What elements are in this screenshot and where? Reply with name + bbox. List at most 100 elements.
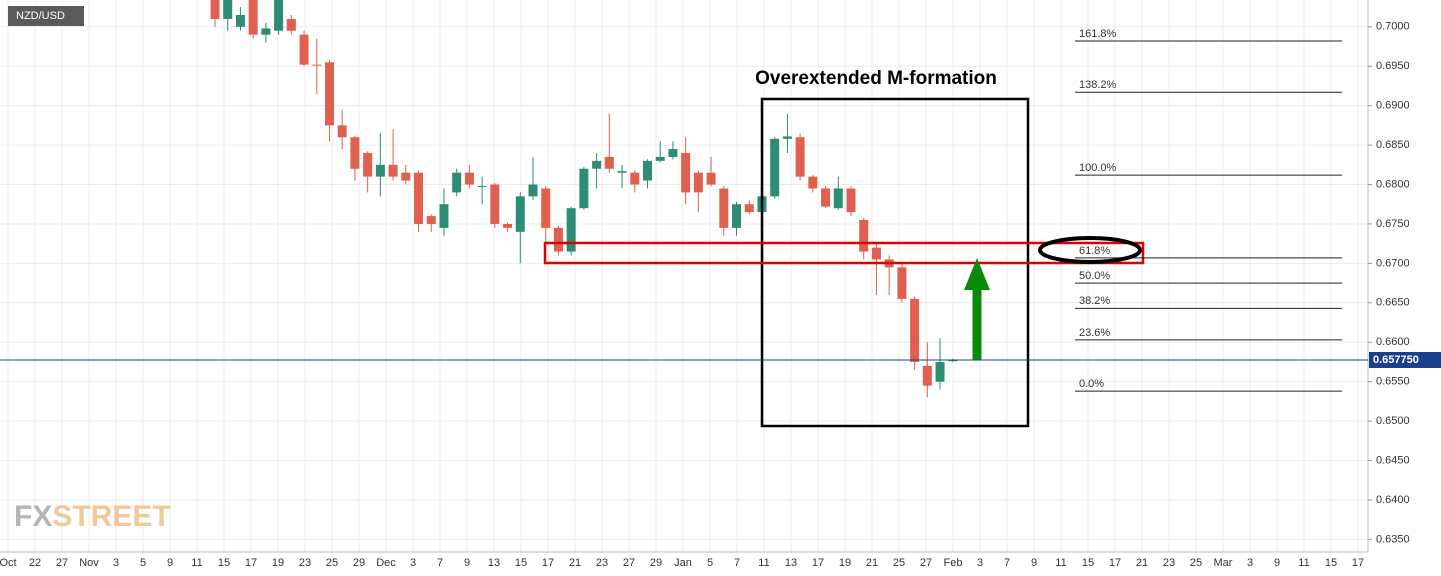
- x-tick-label: 9: [1274, 557, 1280, 569]
- candle-body: [375, 164, 385, 177]
- x-tick-label: 23: [596, 557, 608, 569]
- candle-body: [414, 172, 424, 224]
- candle-body: [770, 138, 780, 197]
- fib-label: 50.0%: [1079, 270, 1110, 282]
- x-tick-label: 29: [650, 557, 662, 569]
- x-tick-label: 15: [1325, 557, 1337, 569]
- fib-label: 138.2%: [1079, 79, 1117, 91]
- y-tick-label: 0.6550: [1376, 376, 1410, 388]
- candle-body: [324, 62, 334, 126]
- x-tick-label: 3: [1247, 557, 1253, 569]
- candle-body: [337, 125, 347, 138]
- x-tick-label: 9: [167, 557, 173, 569]
- highlight-ellipse: [1038, 236, 1142, 264]
- y-tick-label: 0.6450: [1376, 454, 1410, 466]
- candle-body: [388, 164, 398, 177]
- x-tick-label: 27: [623, 557, 635, 569]
- axes: 0.7000 0.6950 0.6900 0.6850 0.6800 0.6750 0.67…: [0, 0, 1410, 569]
- fib-label: 100.0%: [1079, 162, 1117, 174]
- x-tick-label: 3: [410, 557, 416, 569]
- last-price-label: 0.657750: [1373, 354, 1419, 366]
- x-tick-label: 27: [920, 557, 932, 569]
- candle-body: [846, 188, 856, 213]
- candle-body: [566, 208, 576, 252]
- x-tick-label: 17: [542, 557, 554, 569]
- x-tick-label: 29: [353, 557, 365, 569]
- y-tick-label: 0.6500: [1376, 415, 1410, 427]
- candle-body: [732, 204, 742, 228]
- y-tick-label: 0.6350: [1376, 533, 1410, 545]
- x-tick-label: 11: [758, 557, 769, 569]
- candle-body: [286, 18, 296, 31]
- y-tick-label: 0.6600: [1376, 336, 1410, 348]
- candle-body: [795, 137, 805, 177]
- x-tick-label: 17: [245, 557, 257, 569]
- candle-body: [363, 152, 373, 177]
- x-tick-label: 17: [1109, 557, 1121, 569]
- candle-body: [655, 156, 665, 161]
- x-tick-label: 19: [839, 557, 851, 569]
- y-tick-label: 0.6900: [1376, 100, 1410, 112]
- last-price-box: [1369, 351, 1441, 368]
- x-tick-label: 7: [734, 557, 740, 569]
- y-tick-label: 0.6700: [1376, 257, 1410, 269]
- candle-body: [248, 0, 258, 35]
- candle-body: [808, 176, 818, 189]
- overlay: Overextended M-formation: [543, 68, 1145, 428]
- x-tick-label: 27: [56, 557, 68, 569]
- x-tick-label: 3: [113, 557, 119, 569]
- x-tick-label: Jan: [674, 557, 692, 569]
- x-tick-label: 17: [1352, 557, 1364, 569]
- candle-body: [910, 298, 920, 362]
- watermark-fx: FX: [14, 500, 52, 533]
- resistance-zone: [543, 241, 1145, 265]
- x-tick-label: 11: [1298, 557, 1309, 569]
- y-tick-label: 0.6850: [1376, 139, 1410, 151]
- symbol-box: [8, 6, 84, 26]
- candle-body: [821, 188, 831, 207]
- candle-body: [935, 361, 945, 382]
- x-tick-label: 19: [272, 557, 284, 569]
- symbol: NZD/USD: [16, 10, 65, 22]
- candle-body: [426, 216, 436, 224]
- y-tick-label: 0.7000: [1376, 21, 1410, 33]
- candle-body: [274, 0, 284, 31]
- x-tick-label: 25: [326, 557, 338, 569]
- x-tick-label: 21: [1136, 557, 1148, 569]
- x-tick-label: 7: [1004, 557, 1010, 569]
- fib-label: 38.2%: [1079, 295, 1110, 307]
- candle-body: [553, 227, 563, 252]
- candle-body: [541, 188, 551, 228]
- x-tick-label: 21: [866, 557, 878, 569]
- y-tick-label: 0.6650: [1376, 297, 1410, 309]
- candle-body: [401, 172, 411, 181]
- fib-label: 61.8%: [1079, 245, 1110, 257]
- candle-body: [210, 0, 220, 19]
- x-tick-label: 11: [1055, 557, 1066, 569]
- annotation: Overextended M-formation: [755, 68, 997, 89]
- x-tick-label: 13: [488, 557, 500, 569]
- arrow-head: [964, 258, 990, 290]
- x-tick-label: 3: [977, 557, 983, 569]
- x-tick-label: 25: [1190, 557, 1202, 569]
- candle-body: [299, 34, 309, 65]
- x-tick-label: Dec: [376, 557, 396, 569]
- x-tick-label: Feb: [944, 557, 963, 569]
- candle-body: [668, 149, 678, 157]
- x-tick-label: 13: [785, 557, 797, 569]
- fib-label: 23.6%: [1079, 327, 1110, 339]
- candle-body: [630, 172, 640, 185]
- x-tick-label: 25: [893, 557, 905, 569]
- candle-body: [477, 186, 487, 188]
- candle-body: [706, 172, 716, 185]
- y-tick-label: 0.6800: [1376, 178, 1410, 190]
- x-tick-label: 22: [29, 557, 41, 569]
- candle-body: [681, 152, 691, 193]
- candle-body: [490, 184, 500, 224]
- fib-label: 161.8%: [1079, 28, 1117, 40]
- y-tick-label: 0.6400: [1376, 494, 1410, 506]
- candle-body: [350, 137, 360, 169]
- x-tick-label: 23: [299, 557, 311, 569]
- x-tick-label: 5: [707, 557, 713, 569]
